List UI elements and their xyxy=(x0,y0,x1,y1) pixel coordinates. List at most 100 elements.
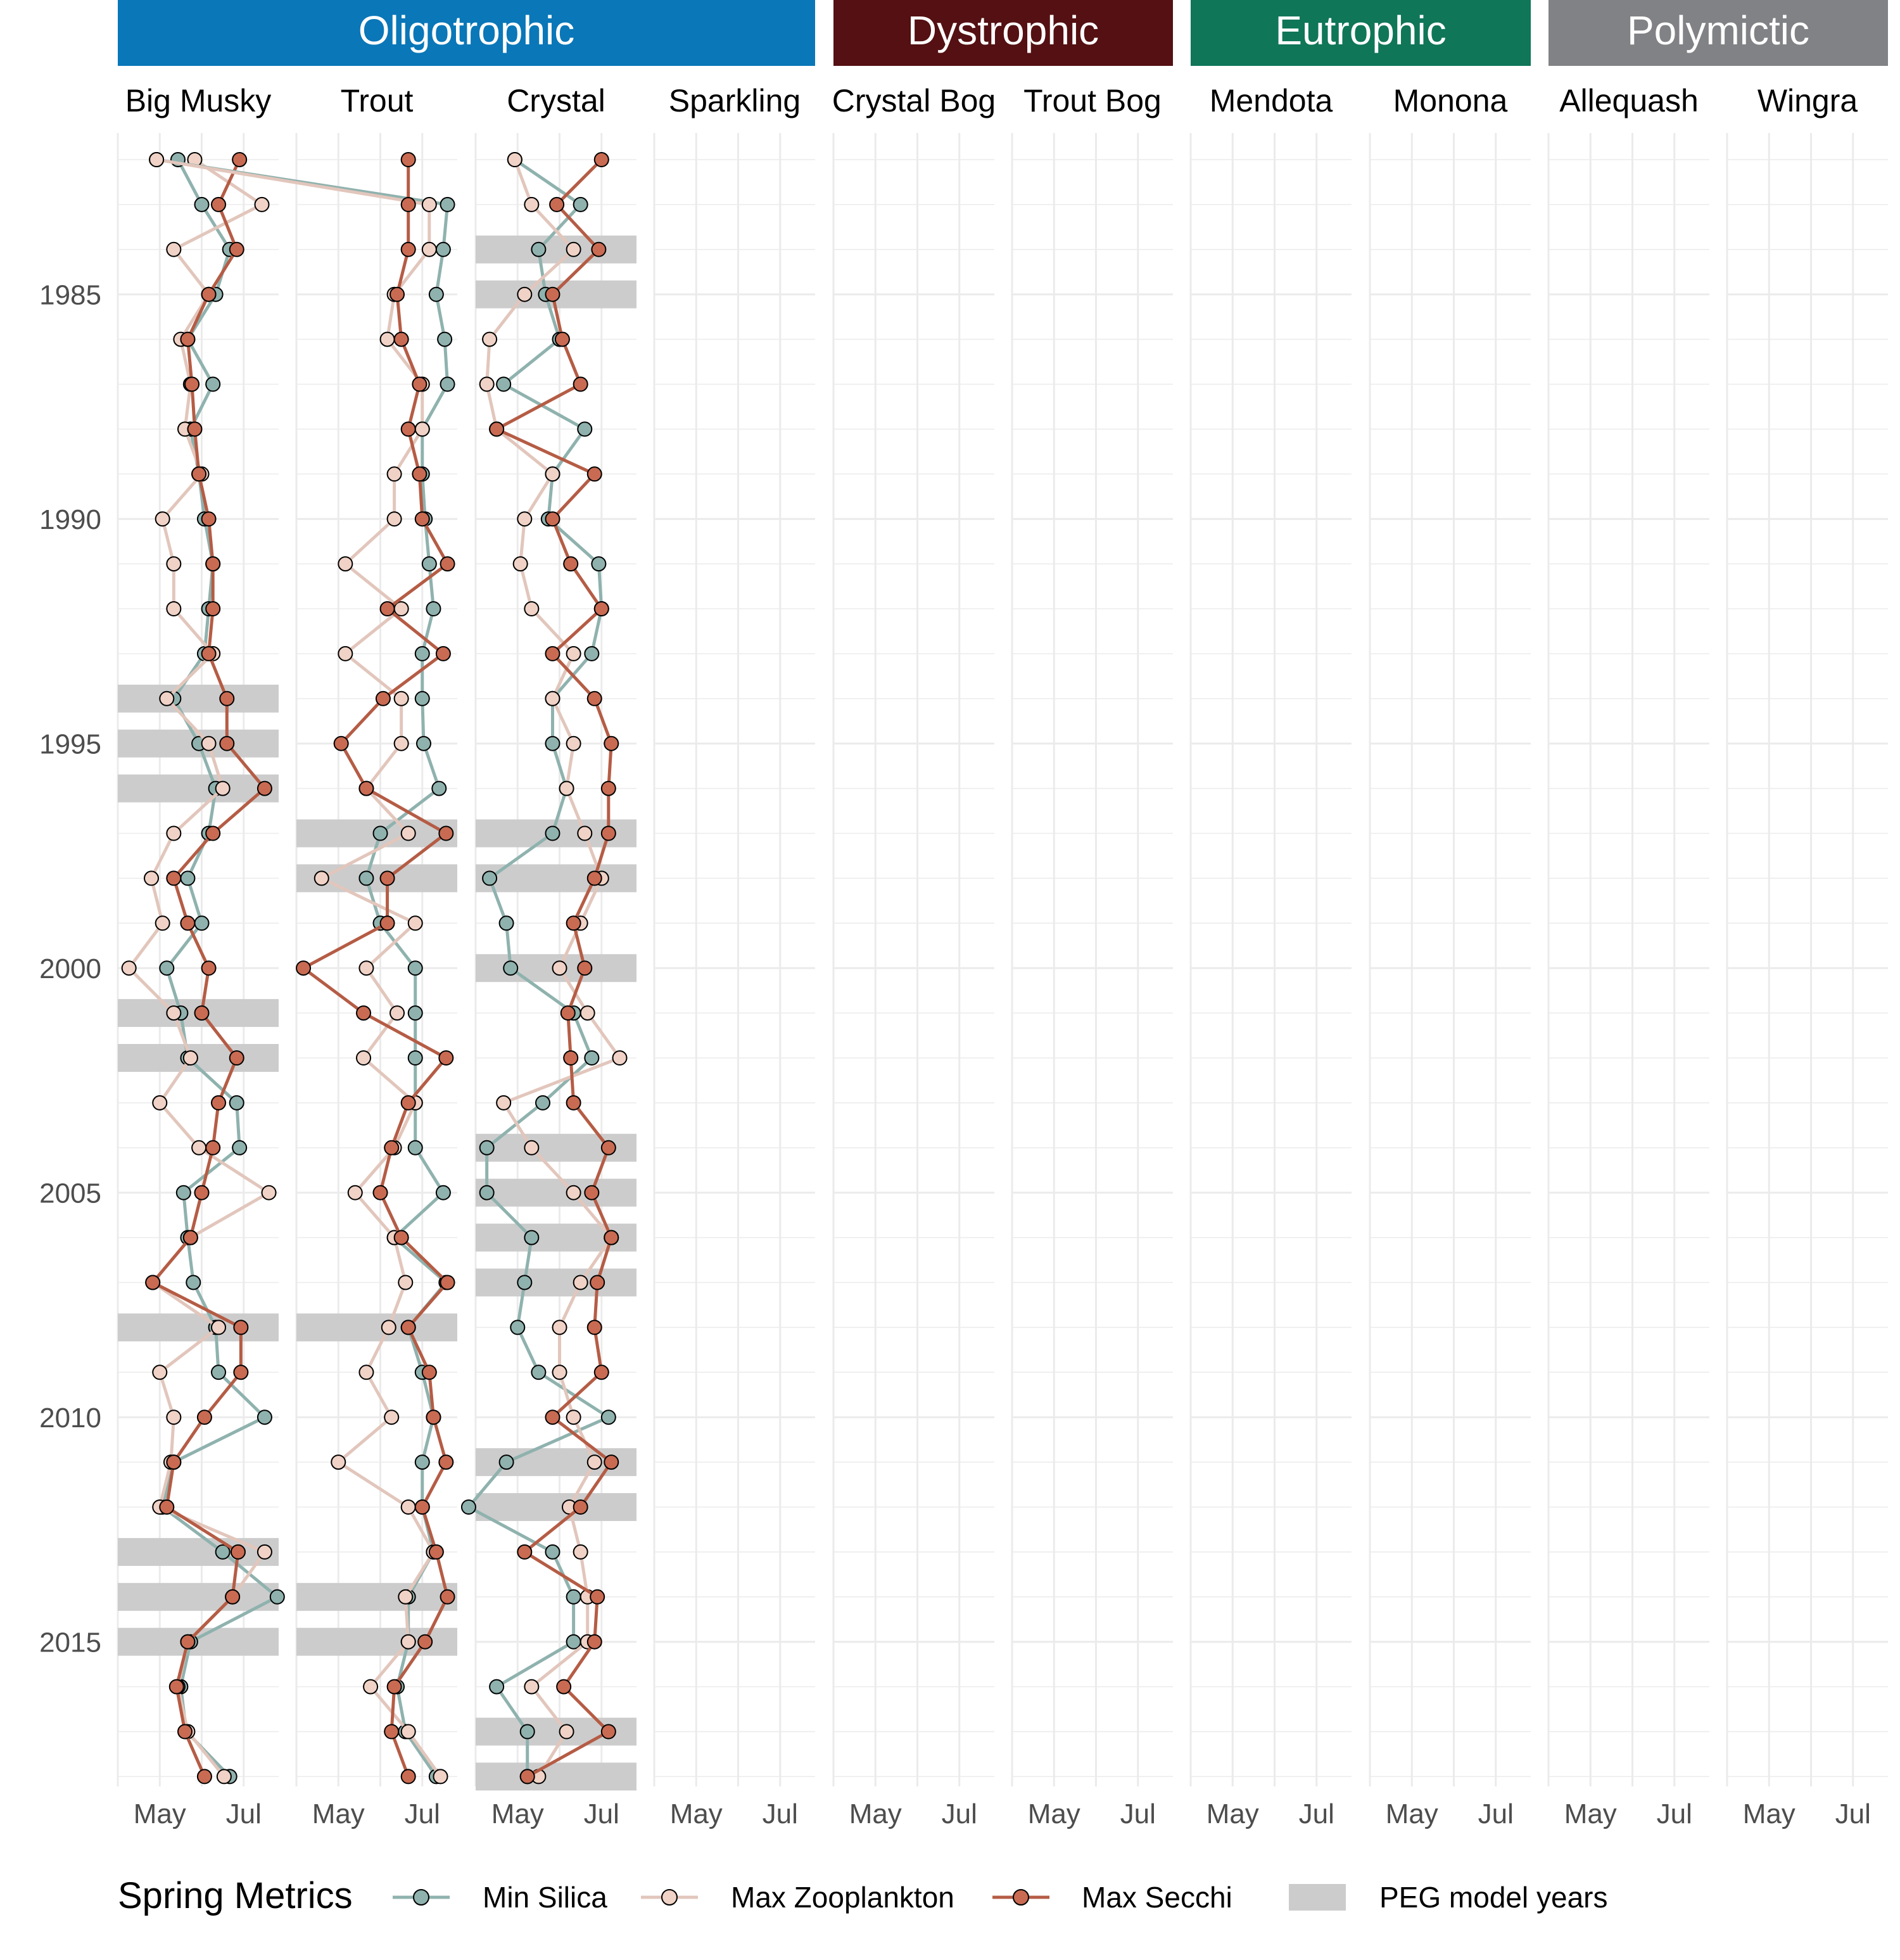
point-silica xyxy=(407,1050,423,1066)
panel-title: Allequash xyxy=(1559,83,1699,118)
point-silica xyxy=(372,825,388,841)
point-secchi xyxy=(219,735,235,751)
point-silica xyxy=(435,1185,451,1200)
point-secchi xyxy=(205,556,221,572)
point-silica xyxy=(407,1005,423,1021)
point-zoo xyxy=(559,1724,574,1740)
point-zoo xyxy=(166,241,182,257)
point-zoo xyxy=(155,511,170,527)
point-secchi xyxy=(375,690,391,706)
point-secchi xyxy=(438,1050,454,1066)
point-silica xyxy=(205,376,221,392)
point-zoo xyxy=(152,1095,168,1110)
point-zoo xyxy=(507,152,522,167)
point-zoo xyxy=(358,1365,374,1380)
point-secchi xyxy=(440,1589,455,1605)
point-secchi xyxy=(384,1724,400,1740)
point-silica xyxy=(498,915,514,931)
point-zoo xyxy=(496,1095,512,1110)
point-zoo xyxy=(256,1544,272,1560)
point-zoo xyxy=(338,556,353,572)
point-secchi xyxy=(196,1410,212,1425)
point-zoo xyxy=(421,196,437,212)
point-silica xyxy=(414,1454,430,1470)
x-tick-label: May xyxy=(134,1798,186,1830)
point-zoo xyxy=(166,556,182,572)
legend-label-zoo: Max Zooplankton xyxy=(731,1881,954,1914)
point-secchi xyxy=(180,1634,196,1650)
y-tick-label: 2010 xyxy=(39,1403,101,1434)
x-tick-label: May xyxy=(1564,1798,1617,1830)
point-secchi xyxy=(417,1634,433,1650)
point-silica xyxy=(510,1320,526,1335)
point-secchi xyxy=(400,152,416,167)
point-secchi xyxy=(440,1275,455,1290)
point-secchi xyxy=(233,1320,249,1335)
point-silica xyxy=(256,1410,272,1425)
point-secchi xyxy=(187,421,203,437)
point-zoo xyxy=(566,241,581,257)
x-tick-label: Jul xyxy=(1478,1798,1514,1830)
point-silica xyxy=(600,1410,616,1425)
point-secchi xyxy=(372,1185,388,1200)
panel-crystal xyxy=(460,133,636,1791)
y-tick-label: 2005 xyxy=(39,1178,101,1209)
point-silica xyxy=(414,646,430,661)
legend-label-secchi: Max Secchi xyxy=(1082,1881,1232,1914)
point-zoo xyxy=(479,376,495,392)
strip-dystrophic xyxy=(833,0,1173,66)
point-secchi xyxy=(549,196,565,212)
point-zoo xyxy=(512,556,528,572)
point-secchi xyxy=(545,511,560,527)
point-secchi xyxy=(412,466,428,482)
point-zoo xyxy=(524,1140,540,1155)
point-secchi xyxy=(590,1275,605,1290)
point-zoo xyxy=(573,1544,588,1560)
strip-label-eutrophic: Eutrophic xyxy=(1275,8,1446,53)
point-zoo xyxy=(159,690,175,706)
strip-polymictic xyxy=(1548,0,1888,66)
point-zoo xyxy=(407,915,423,931)
panel-title: Crystal Bog xyxy=(832,83,996,118)
point-zoo xyxy=(393,735,409,751)
point-secchi xyxy=(180,331,196,347)
panel-title: Crystal xyxy=(507,83,605,118)
point-zoo xyxy=(381,1320,396,1335)
point-secchi xyxy=(182,1230,198,1245)
peg-year-bar xyxy=(118,1313,279,1342)
point-zoo xyxy=(566,1185,581,1200)
point-silica xyxy=(489,1679,505,1695)
point-zoo xyxy=(559,780,574,796)
point-zoo xyxy=(314,870,329,886)
x-tick-label: Jul xyxy=(1657,1798,1692,1830)
point-secchi xyxy=(166,1454,182,1470)
point-zoo xyxy=(155,915,170,931)
point-secchi xyxy=(604,1454,619,1470)
legend-key-point-zoo xyxy=(661,1889,678,1906)
point-silica xyxy=(426,601,441,616)
point-secchi xyxy=(201,960,217,976)
x-tick-label: Jul xyxy=(1299,1798,1334,1830)
x-tick-label: Jul xyxy=(405,1798,440,1830)
point-secchi xyxy=(333,735,349,751)
point-secchi xyxy=(554,331,570,347)
legend: Spring Metrics Min Silica Max Zooplankto… xyxy=(118,1875,1607,1916)
point-zoo xyxy=(390,1005,405,1021)
point-silica xyxy=(545,825,560,841)
point-secchi xyxy=(593,601,609,616)
panel-big-musky xyxy=(117,133,285,1786)
point-secchi xyxy=(232,152,248,167)
point-secchi xyxy=(358,780,374,796)
legend-title: Spring Metrics xyxy=(118,1875,353,1916)
point-secchi xyxy=(563,556,579,572)
point-zoo xyxy=(400,1724,416,1740)
strip-label-dystrophic: Dystrophic xyxy=(908,8,1099,53)
point-zoo xyxy=(393,690,409,706)
x-tick-label: Jul xyxy=(1120,1798,1156,1830)
x-tick-label: May xyxy=(1206,1798,1259,1830)
y-tick-label: 1995 xyxy=(39,729,101,760)
point-secchi xyxy=(211,196,227,212)
x-axis: May Jul May Jul May Jul May Jul May Jul May Jul May J… xyxy=(134,1798,1871,1830)
legend-key-point-silica xyxy=(413,1889,429,1906)
peg-year-bar xyxy=(296,1313,457,1342)
